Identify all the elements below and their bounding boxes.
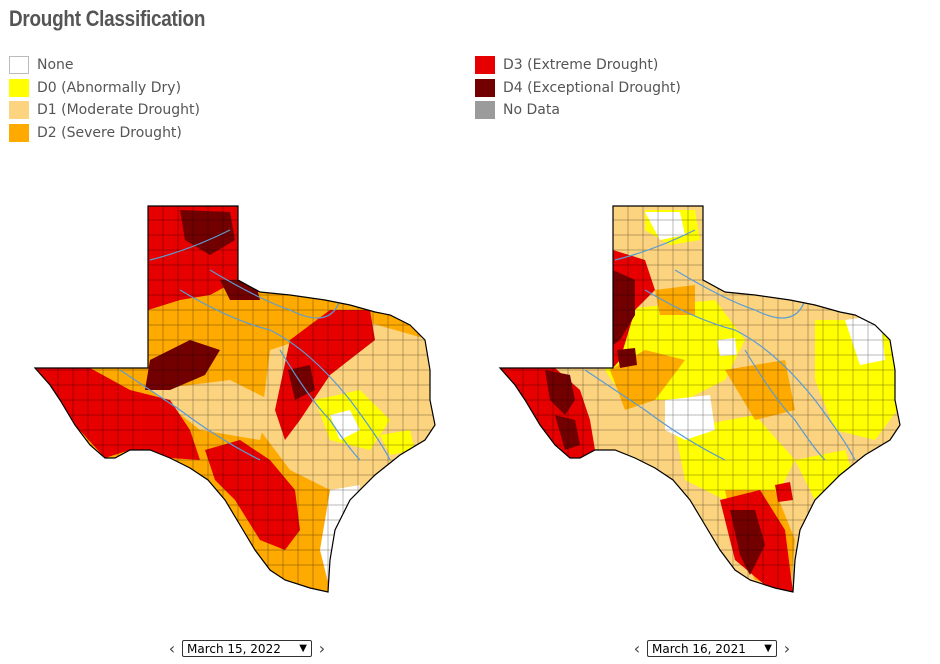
- legend-item-d4: D4 (Exceptional Drought): [475, 77, 681, 100]
- chevron-down-icon: ▼: [764, 643, 772, 654]
- legend-label: D2 (Severe Drought): [37, 125, 182, 142]
- legend-swatch-d4: [475, 78, 495, 97]
- texas-map-2022: [33, 205, 436, 593]
- legend-swatch-d0: [9, 78, 29, 97]
- legend-swatch-none: [9, 56, 29, 75]
- date-select-2022[interactable]: March 15, 2022 ▼: [182, 640, 312, 657]
- legend-item-d2: D2 (Severe Drought): [9, 122, 200, 145]
- legend-left-column: None D0 (Abnormally Dry) D1 (Moderate Dr…: [9, 54, 200, 144]
- texas-map-2021: [498, 205, 901, 593]
- page-title: Drought Classification: [9, 6, 206, 31]
- legend-label: No Data: [503, 102, 560, 119]
- legend-swatch-d1: [9, 101, 29, 120]
- chevron-down-icon: ▼: [299, 643, 307, 654]
- legend-item-d1: D1 (Moderate Drought): [9, 99, 200, 122]
- legend-label: D4 (Exceptional Drought): [503, 79, 681, 96]
- legend-item-d3: D3 (Extreme Drought): [475, 54, 681, 77]
- chevron-right-icon[interactable]: ›: [318, 638, 326, 658]
- legend-label: D0 (Abnormally Dry): [37, 79, 182, 96]
- date-nav-2021: ‹ March 16, 2021 ▼ ›: [629, 640, 795, 657]
- legend-item-d0: D0 (Abnormally Dry): [9, 77, 200, 100]
- chevron-right-icon[interactable]: ›: [783, 638, 791, 658]
- chevron-left-icon[interactable]: ‹: [168, 638, 176, 658]
- date-nav-2022: ‹ March 15, 2022 ▼ ›: [164, 640, 330, 657]
- chevron-left-icon[interactable]: ‹: [633, 638, 641, 658]
- legend-swatch-d3: [475, 56, 495, 75]
- drought-map-2021: [495, 200, 915, 600]
- legend-label: None: [37, 57, 74, 74]
- legend-swatch-d2: [9, 124, 29, 143]
- legend-swatch-no-data: [475, 101, 495, 120]
- legend-item-none: None: [9, 54, 200, 77]
- date-select-value: March 16, 2021: [652, 641, 746, 656]
- legend-right-column: D3 (Extreme Drought) D4 (Exceptional Dro…: [475, 54, 681, 122]
- legend-label: D1 (Moderate Drought): [37, 102, 201, 119]
- date-select-2021[interactable]: March 16, 2021 ▼: [647, 640, 777, 657]
- legend-label: D3 (Extreme Drought): [503, 57, 659, 74]
- legend-item-no-data: No Data: [475, 99, 681, 122]
- drought-map-2022: [30, 200, 450, 600]
- date-select-value: March 15, 2022: [187, 641, 281, 656]
